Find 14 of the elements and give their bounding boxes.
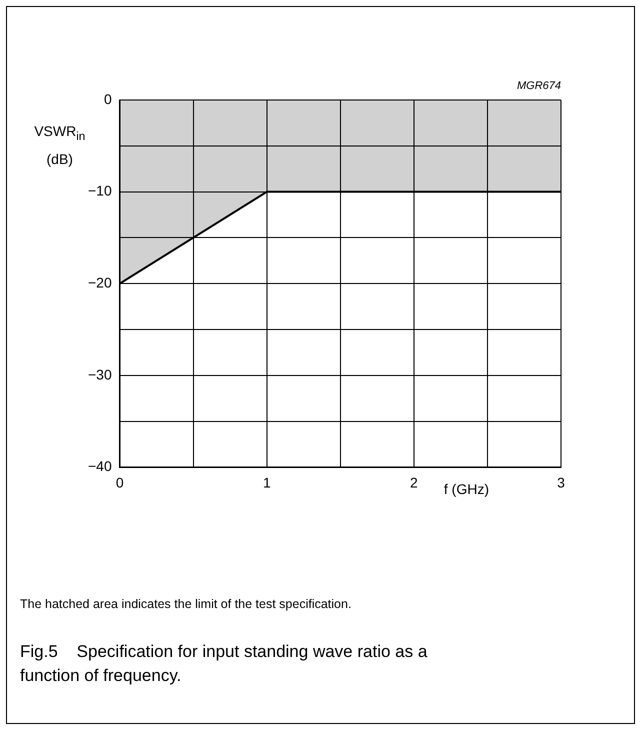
y-tick-label: −30: [88, 366, 112, 382]
y-tick-label: 0: [104, 90, 112, 107]
caption: Fig.5 Specification for input standing wave ratio as a function of frequency.: [20, 641, 428, 687]
y-tick-label: −20: [88, 274, 112, 290]
x-tick-label: 1: [262, 474, 271, 490]
x-tick-label: 0: [116, 474, 124, 490]
y-axis-title: VSWR$_{in}$ (dB): [33, 122, 86, 169]
y-tick-label: −40: [88, 458, 112, 474]
text: MGR674: [516, 80, 561, 92]
x-tick-label: 3: [557, 474, 566, 490]
text: The hatched area indicates the limit of the test specification.: [20, 597, 352, 611]
x-axis-title: f (GHz): [444, 481, 490, 498]
x-tick-label: 2: [410, 474, 418, 490]
y-tick-label: −10: [88, 182, 112, 199]
